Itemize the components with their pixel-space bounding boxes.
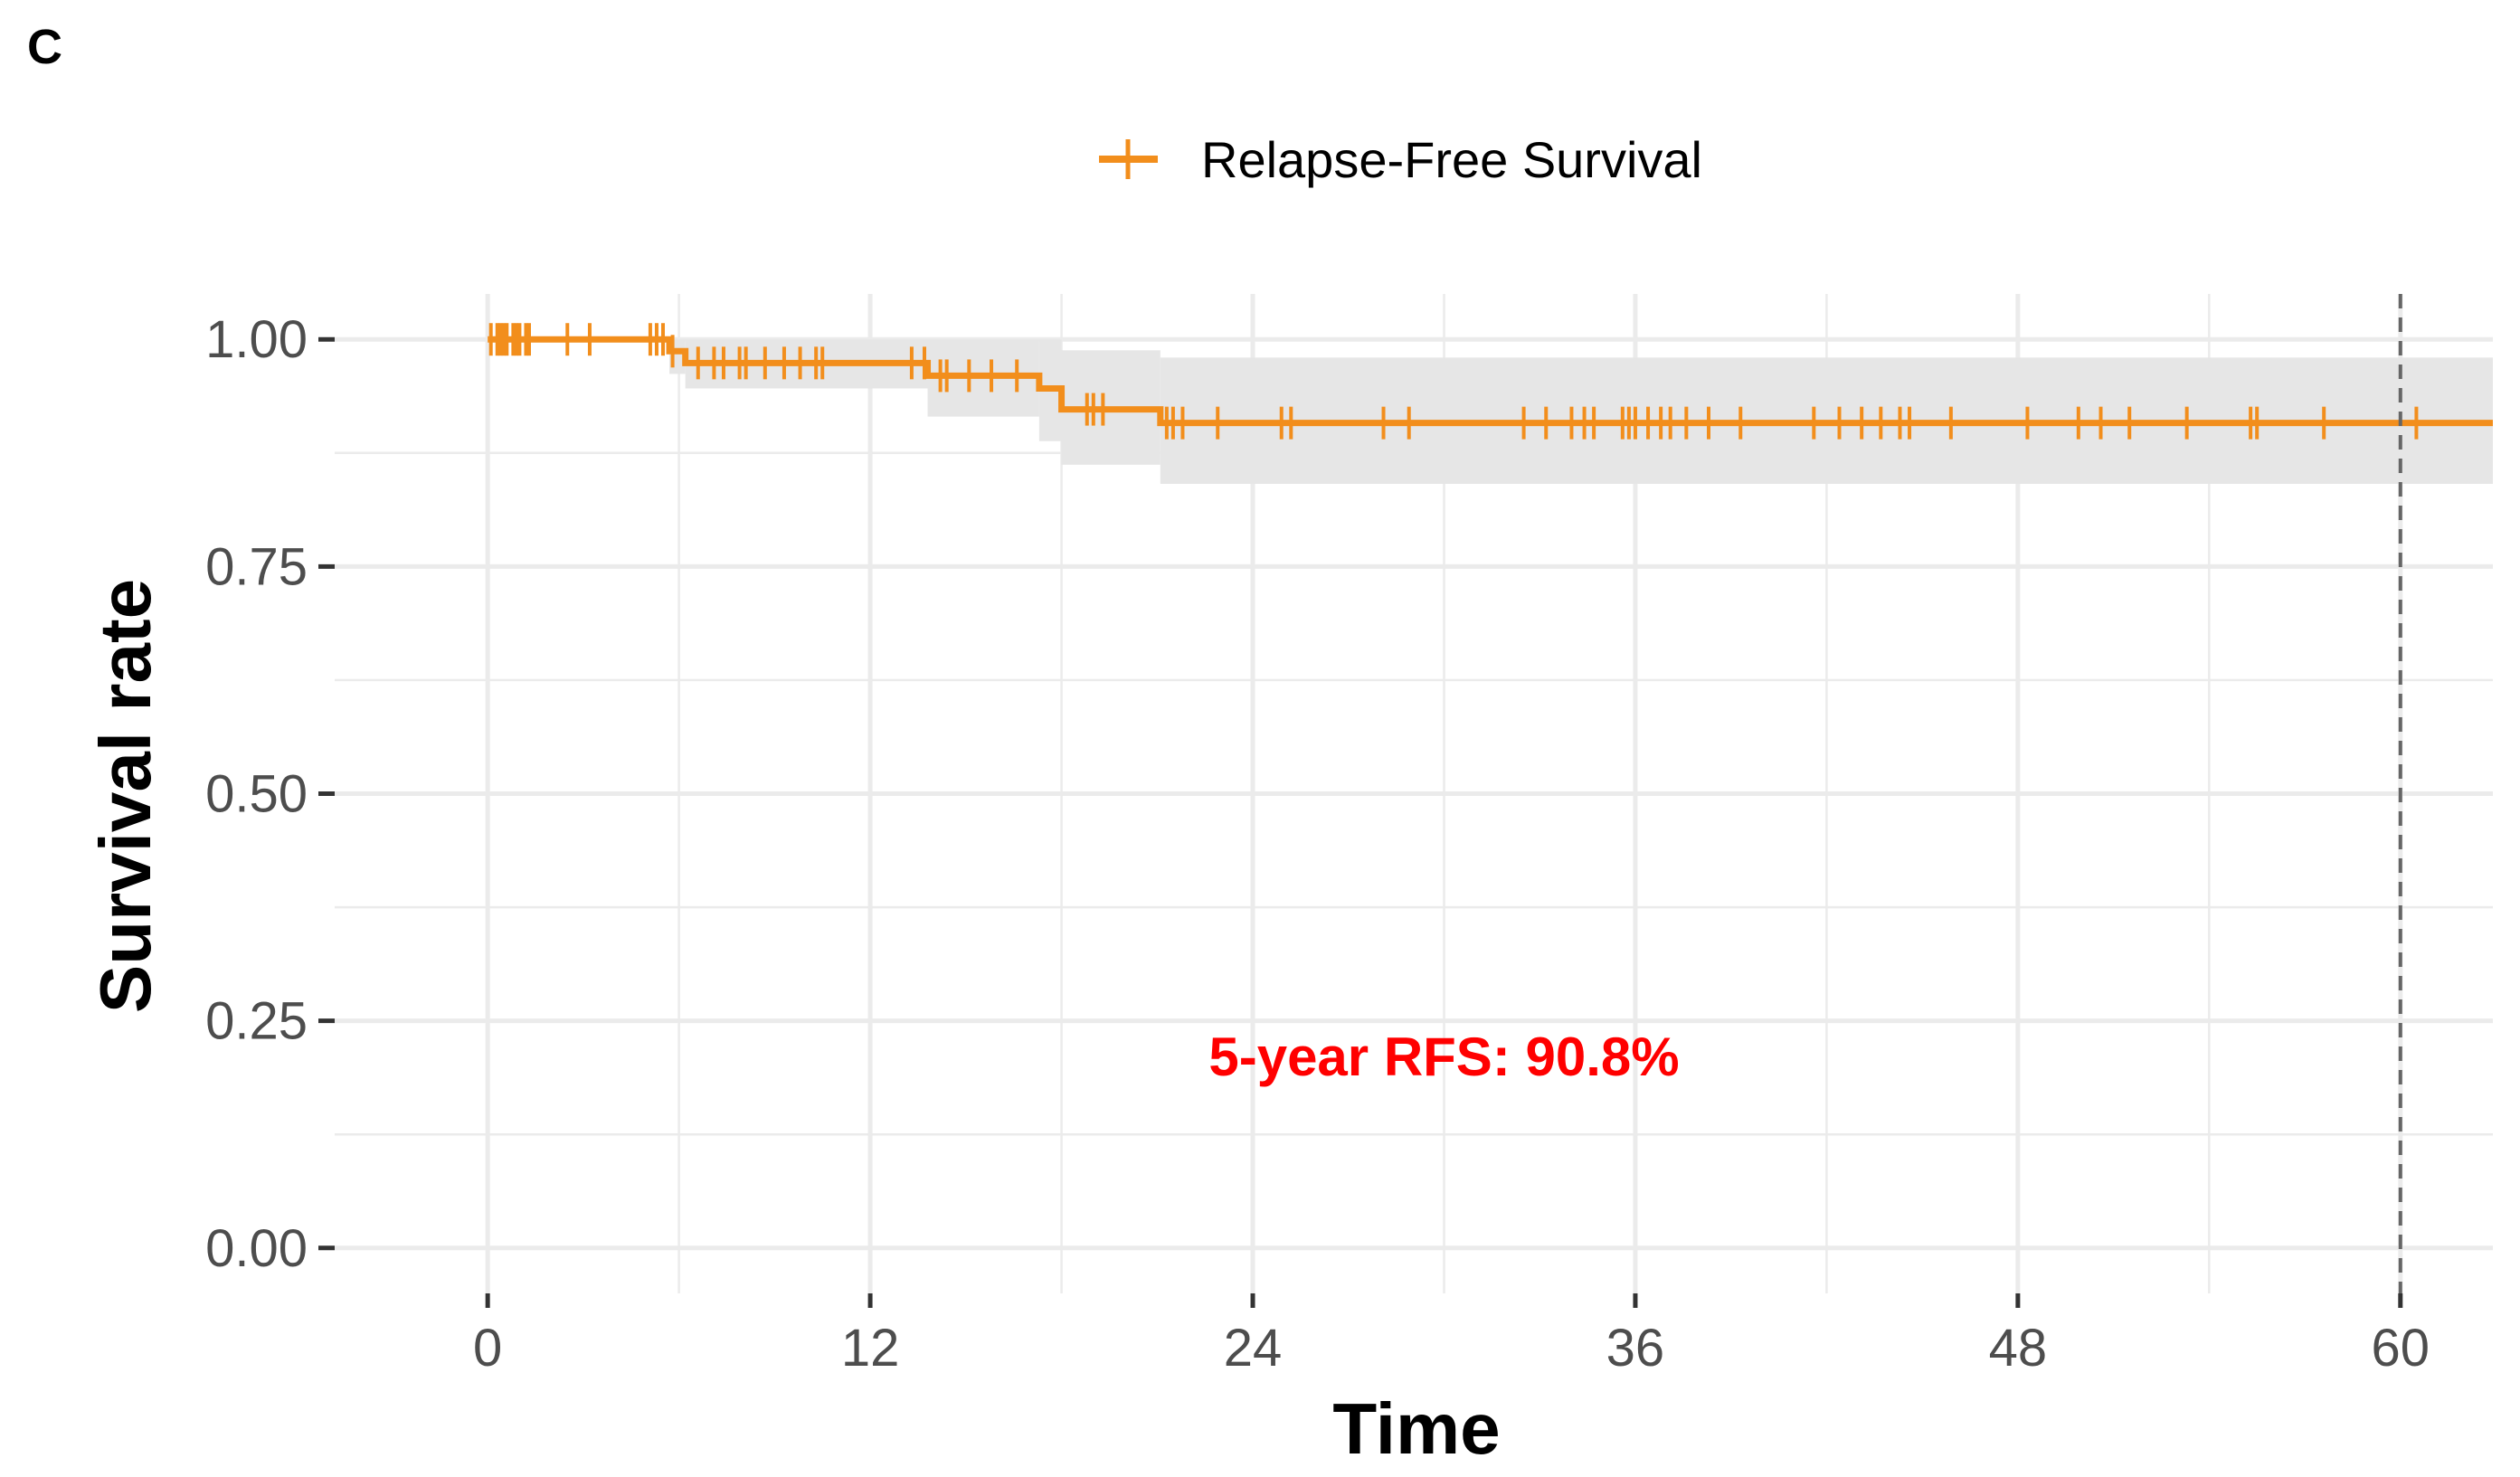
y-axis: 0.00 0.25 0.50 0.75 1.00 (205, 310, 335, 1278)
x-tick-label: 12 (841, 1319, 900, 1378)
x-tick-label: 60 (2372, 1319, 2430, 1378)
y-tick-label: 0.25 (205, 992, 308, 1051)
y-tick-label: 0.75 (205, 537, 308, 596)
x-tick-label: 36 (1606, 1319, 1665, 1378)
confidence-band (669, 339, 2493, 484)
x-tick-label: 24 (1224, 1319, 1283, 1378)
rfs-annotation: 5-year RFS: 90.8% (1208, 1027, 1679, 1087)
legend: Relapse-Free Survival (1099, 131, 1702, 188)
y-tick-label: 1.00 (205, 310, 308, 369)
panel-label: C (27, 20, 62, 74)
censor-marks (488, 323, 2419, 440)
x-tick-label: 48 (1989, 1319, 2048, 1378)
legend-label: Relapse-Free Survival (1201, 131, 1702, 188)
x-tick-label: 0 (473, 1319, 502, 1378)
y-axis-title: Survival rate (85, 579, 166, 1013)
x-axis: 0 12 24 36 48 60 (473, 1293, 2430, 1378)
x-axis-title: Time (1332, 1388, 1500, 1469)
y-tick-label: 0.50 (205, 765, 308, 824)
y-tick-label: 0.00 (205, 1219, 308, 1278)
